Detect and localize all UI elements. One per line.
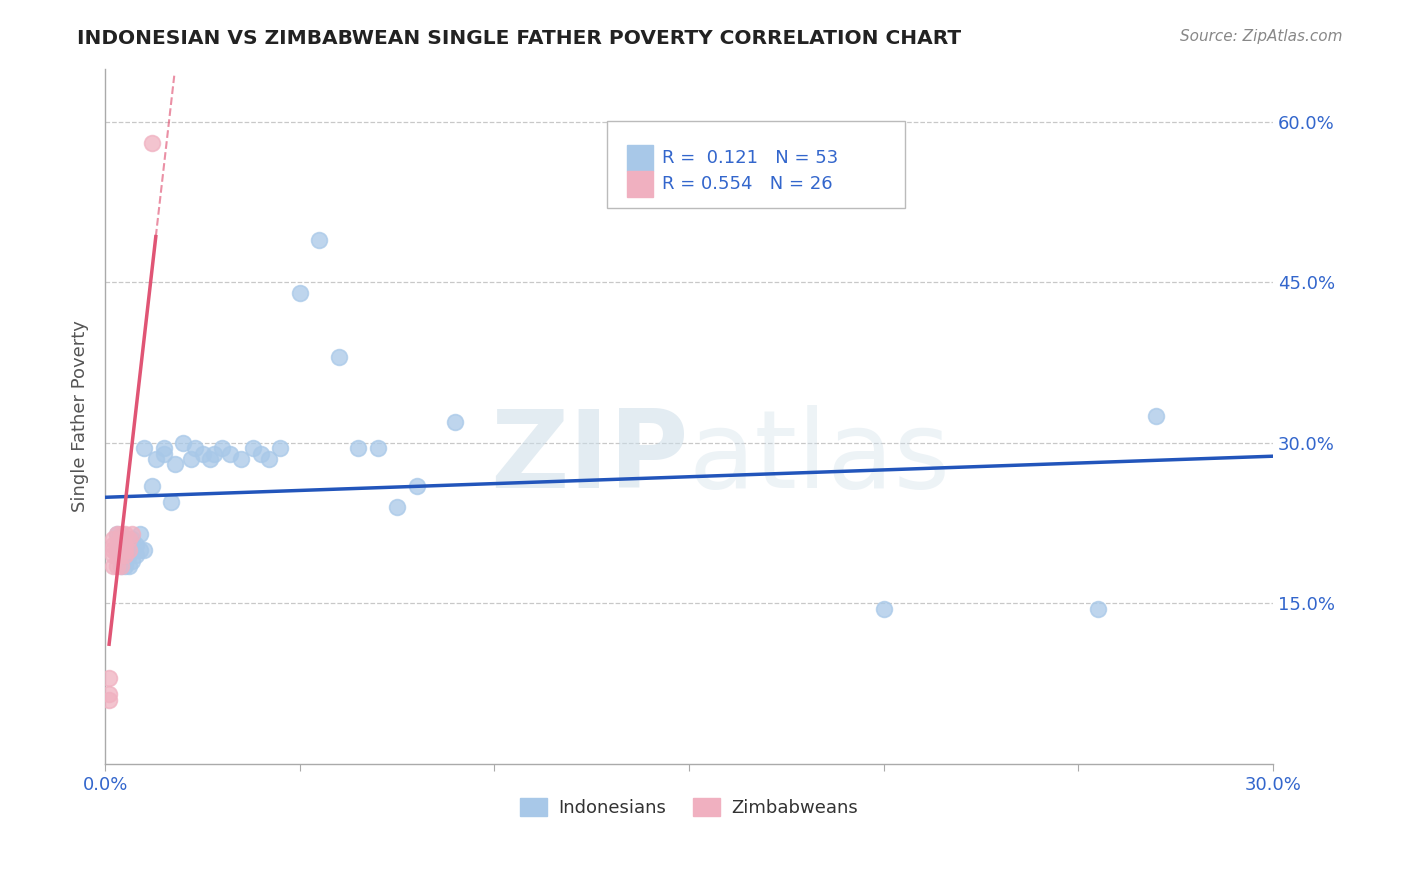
Point — [117, 548, 139, 562]
Point — [121, 526, 143, 541]
Point — [385, 500, 408, 514]
Point — [110, 558, 132, 573]
Point — [172, 436, 194, 450]
Point — [105, 537, 128, 551]
Text: Source: ZipAtlas.com: Source: ZipAtlas.com — [1180, 29, 1343, 44]
Point — [101, 542, 124, 557]
Point — [347, 442, 370, 456]
Point — [152, 447, 174, 461]
Point — [110, 542, 132, 557]
Point — [101, 537, 124, 551]
Point — [117, 542, 139, 557]
Point — [110, 548, 132, 562]
Point — [98, 687, 121, 701]
Point — [444, 415, 467, 429]
Point — [114, 537, 136, 551]
Point — [405, 479, 427, 493]
Point — [110, 532, 132, 546]
Text: ZIP: ZIP — [491, 405, 689, 511]
Point — [117, 558, 139, 573]
Bar — [627, 145, 652, 171]
Point — [121, 542, 143, 557]
Point — [183, 442, 205, 456]
Point — [1144, 409, 1167, 424]
Bar — [627, 171, 652, 197]
Point — [129, 542, 152, 557]
Point — [105, 542, 128, 557]
Point — [165, 458, 187, 472]
Point — [257, 452, 280, 467]
Point — [101, 532, 124, 546]
Point — [121, 532, 143, 546]
Point — [114, 542, 136, 557]
Point — [110, 548, 132, 562]
Point — [110, 558, 132, 573]
Text: atlas: atlas — [689, 405, 950, 511]
Point — [134, 442, 156, 456]
Point — [114, 542, 136, 557]
Point — [134, 542, 156, 557]
Point — [110, 532, 132, 546]
Point — [114, 526, 136, 541]
Point — [202, 447, 225, 461]
Text: R =  0.121   N = 53: R = 0.121 N = 53 — [662, 149, 838, 167]
Point — [269, 442, 291, 456]
Point — [328, 351, 350, 365]
Point — [105, 542, 128, 557]
Point — [101, 558, 124, 573]
Point — [105, 558, 128, 573]
Point — [218, 447, 240, 461]
Point — [101, 548, 124, 562]
Point — [141, 479, 163, 493]
Point — [110, 542, 132, 557]
Point — [117, 532, 139, 546]
Point — [105, 526, 128, 541]
Point — [160, 494, 183, 508]
Legend: Indonesians, Zimbabweans: Indonesians, Zimbabweans — [513, 790, 865, 824]
Point — [250, 447, 273, 461]
Y-axis label: Single Father Poverty: Single Father Poverty — [72, 320, 89, 512]
Point — [98, 692, 121, 706]
Point — [114, 548, 136, 562]
Point — [191, 447, 214, 461]
Point — [180, 452, 202, 467]
Point — [98, 671, 121, 685]
Point — [125, 537, 148, 551]
Point — [152, 442, 174, 456]
Text: R = 0.554   N = 26: R = 0.554 N = 26 — [662, 175, 832, 193]
FancyBboxPatch shape — [607, 120, 905, 208]
Point — [308, 233, 330, 247]
Text: INDONESIAN VS ZIMBABWEAN SINGLE FATHER POVERTY CORRELATION CHART: INDONESIAN VS ZIMBABWEAN SINGLE FATHER P… — [77, 29, 962, 47]
Point — [231, 452, 253, 467]
Point — [200, 452, 222, 467]
Point — [121, 553, 143, 567]
Point — [242, 442, 264, 456]
Point — [105, 526, 128, 541]
Point — [117, 537, 139, 551]
Point — [114, 532, 136, 546]
Point — [114, 558, 136, 573]
Point — [1087, 601, 1109, 615]
Point — [211, 442, 233, 456]
Point — [145, 452, 167, 467]
Point — [114, 553, 136, 567]
Point — [105, 548, 128, 562]
Point — [125, 548, 148, 562]
Point — [872, 601, 894, 615]
Point — [110, 526, 132, 541]
Point — [114, 548, 136, 562]
Point — [367, 442, 389, 456]
Point — [141, 136, 163, 151]
Point — [129, 526, 152, 541]
Point — [288, 286, 311, 301]
